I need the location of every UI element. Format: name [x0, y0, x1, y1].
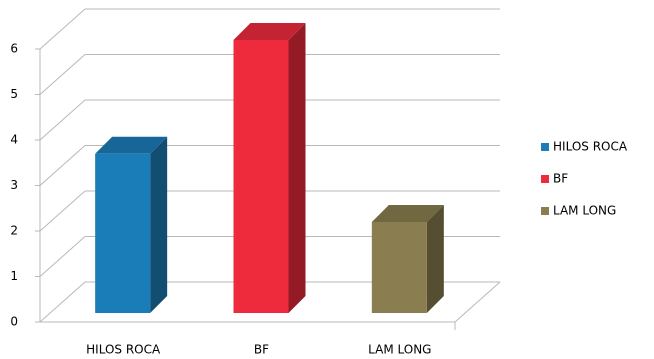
grid-line	[39, 145, 86, 186]
grid-line	[39, 54, 86, 95]
bar	[233, 40, 289, 313]
grid-line	[39, 99, 86, 141]
x-tick-label: HILOS ROCA	[86, 343, 161, 357]
legend-label: BF	[553, 172, 568, 186]
y-tick-label: 2	[10, 224, 18, 238]
x-tick-label: BF	[254, 343, 269, 357]
y-tick-label: 5	[10, 87, 18, 101]
grid-line	[39, 236, 86, 277]
bar-side	[288, 23, 306, 313]
y-tick-label: 1	[10, 269, 18, 283]
legend-label: HILOS ROCA	[553, 140, 628, 154]
bar	[371, 222, 427, 313]
legend-swatch	[541, 143, 549, 151]
legend-label: LAM LONG	[553, 204, 616, 218]
bar-top	[95, 136, 168, 154]
y-tick-label: 0	[10, 315, 18, 329]
legend-swatch	[541, 207, 549, 215]
y-tick-label: 6	[10, 42, 18, 56]
bar-side	[426, 205, 444, 313]
floor-edge	[454, 281, 501, 323]
grid-line	[39, 281, 86, 323]
bar-side	[150, 136, 168, 313]
grid-line	[39, 8, 86, 50]
y-tick-label: 3	[10, 178, 18, 192]
bar	[95, 153, 151, 313]
grid-line	[39, 190, 86, 232]
bar-top	[371, 205, 444, 222]
bar-top	[233, 23, 306, 40]
x-tick-label: LAM LONG	[368, 343, 431, 357]
legend-swatch	[541, 175, 549, 183]
y-tick-label: 4	[10, 133, 18, 147]
